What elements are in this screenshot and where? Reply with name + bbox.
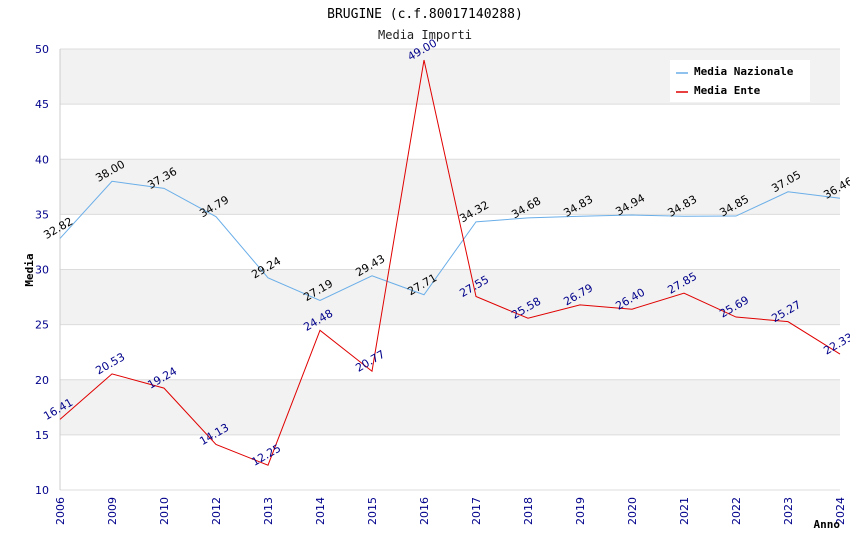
x-tick-label: 2010 [158, 497, 171, 525]
y-tick-label: 20 [35, 374, 49, 387]
series-line-media-nazionale [59, 180, 841, 302]
x-tick-label: 2012 [210, 497, 223, 525]
x-tick-label: 2021 [678, 497, 691, 525]
series-line-media-ente [59, 59, 841, 466]
x-tick-label: 2022 [730, 497, 743, 525]
y-tick-label: 30 [35, 264, 49, 277]
y-tick-label: 40 [35, 153, 49, 166]
y-tick-label: 35 [35, 208, 49, 221]
legend-label-media-ente: Media Ente [694, 84, 761, 97]
plot-band [60, 269, 840, 325]
y-tick-label: 45 [35, 98, 49, 111]
x-axis-ticks: 2006 2009 2010 2012 2013 2014 2015 2016 2017 2018… [54, 497, 847, 525]
legend-label-media-nazionale: Media Nazionale [694, 65, 794, 78]
x-tick-label: 2015 [366, 497, 379, 525]
x-tick-label: 2019 [574, 497, 587, 525]
x-tick-label: 2013 [262, 497, 275, 525]
plot-band [60, 214, 840, 270]
y-axis-ticks: 10 15 20 25 30 35 40 45 50 [35, 43, 49, 497]
legend: Media Nazionale Media Ente [670, 60, 810, 102]
x-tick-label: 2014 [314, 497, 327, 525]
plot-bands [60, 49, 840, 490]
grid-lines [59, 48, 840, 491]
chart-title: BRUGINE (c.f.80017140288) [327, 7, 523, 22]
plot-band [60, 379, 840, 435]
chart-subtitle: Media Importi [378, 28, 472, 42]
x-tick-label: 2016 [418, 497, 431, 525]
plot-band [60, 324, 840, 380]
plot-band [60, 104, 840, 160]
plot-band [60, 434, 840, 490]
plot-band [60, 159, 840, 215]
y-tick-label: 15 [35, 429, 49, 442]
y-tick-label: 10 [35, 484, 49, 497]
x-tick-label: 2020 [626, 497, 639, 525]
y-tick-label: 50 [35, 43, 49, 56]
legend-box [670, 60, 810, 102]
x-tick-label: 2009 [106, 497, 119, 525]
x-tick-label: 2023 [782, 497, 795, 525]
x-tick-label: 2018 [522, 497, 535, 525]
y-tick-label: 25 [35, 319, 49, 332]
x-tick-label: 2017 [470, 497, 483, 525]
x-tick-label: 2006 [54, 497, 67, 525]
y-axis-label: Media [23, 253, 36, 286]
series-lines [59, 59, 841, 466]
x-axis-label: Anno [814, 518, 841, 531]
x-tick-label: 2024 [834, 497, 847, 525]
